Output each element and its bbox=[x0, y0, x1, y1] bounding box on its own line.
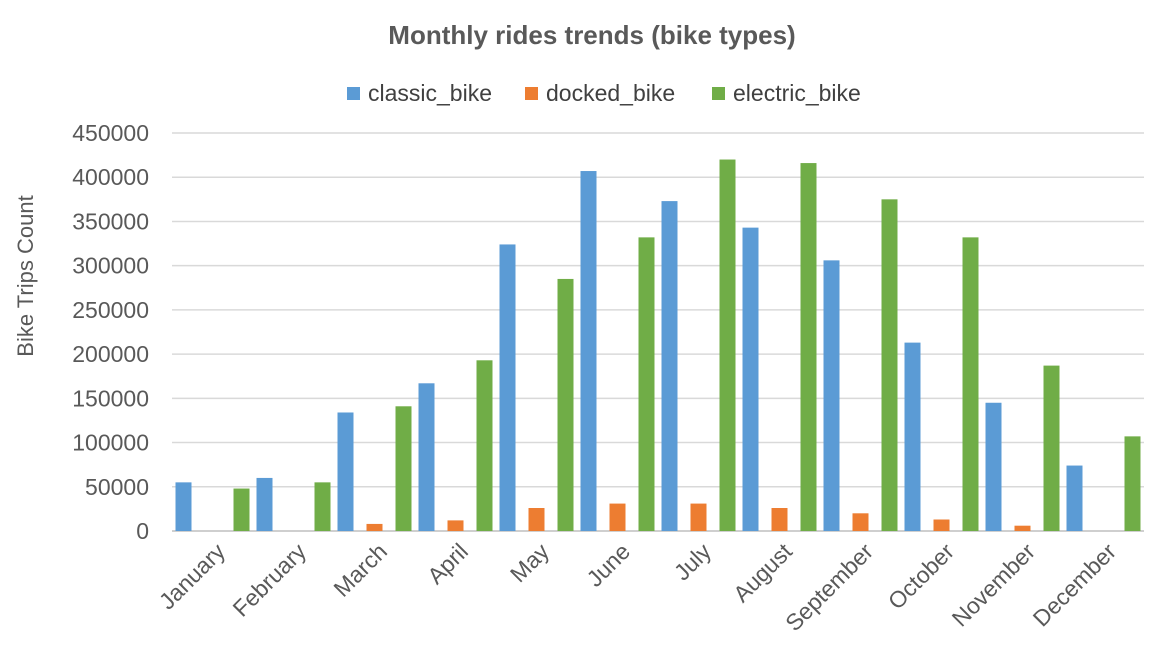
bar-electric_bike-june bbox=[638, 237, 655, 531]
legend-label-classic_bike: classic_bike bbox=[368, 80, 492, 106]
bar-docked_bike-august bbox=[771, 508, 788, 531]
bar-electric_bike-december bbox=[1124, 436, 1141, 531]
bar-classic_bike-march bbox=[337, 412, 354, 531]
bar-docked_bike-september bbox=[852, 513, 869, 531]
legend-swatch-docked_bike bbox=[525, 87, 538, 100]
bar-docked_bike-november bbox=[1014, 525, 1031, 531]
legend-swatch-electric_bike bbox=[712, 87, 725, 100]
chart-title: Monthly rides trends (bike types) bbox=[388, 20, 795, 50]
x-tick-label: March bbox=[328, 538, 392, 602]
x-tick-label: December bbox=[1028, 538, 1122, 632]
x-tick-label: June bbox=[581, 538, 635, 592]
y-tick-label: 350000 bbox=[72, 208, 149, 234]
bar-classic_bike-february bbox=[256, 477, 273, 531]
y-axis-ticks: 0 50000 100000 150000 200000 250000 300000 3500… bbox=[72, 120, 149, 544]
bar-classic_bike-june bbox=[580, 171, 597, 531]
y-tick-label: 150000 bbox=[72, 385, 149, 411]
legend: classic_bike docked_bike electric_bike bbox=[347, 80, 861, 106]
x-tick-label: April bbox=[422, 538, 473, 589]
legend-swatch-classic_bike bbox=[347, 87, 360, 100]
legend-label-electric_bike: electric_bike bbox=[733, 80, 861, 106]
bar-classic_bike-january bbox=[175, 482, 192, 531]
bar-docked_bike-october bbox=[933, 519, 950, 531]
bar-electric_bike-january bbox=[233, 488, 250, 531]
bar-docked_bike-june bbox=[609, 503, 626, 531]
bars bbox=[175, 159, 1141, 532]
x-tick-label: October bbox=[883, 538, 959, 614]
y-tick-label: 100000 bbox=[72, 430, 149, 456]
bar-docked_bike-july bbox=[690, 503, 707, 531]
bar-electric_bike-july bbox=[719, 159, 736, 532]
bar-electric_bike-february bbox=[314, 482, 331, 531]
y-tick-label: 50000 bbox=[85, 474, 149, 500]
x-tick-label: September bbox=[780, 538, 878, 636]
bar-electric_bike-march bbox=[395, 406, 412, 531]
bar-docked_bike-april bbox=[447, 520, 464, 531]
bar-electric_bike-may bbox=[557, 278, 574, 531]
bar-classic_bike-december bbox=[1066, 465, 1083, 531]
bar-electric_bike-october bbox=[962, 237, 979, 531]
bar-classic_bike-may bbox=[499, 244, 516, 531]
x-tick-label: May bbox=[505, 538, 554, 587]
bar-electric_bike-april bbox=[476, 360, 493, 531]
bar-electric_bike-august bbox=[800, 163, 817, 531]
x-tick-label: February bbox=[228, 538, 312, 622]
bar-classic_bike-august bbox=[742, 227, 759, 531]
y-tick-label: 250000 bbox=[72, 297, 149, 323]
bar-docked_bike-may bbox=[528, 508, 545, 531]
y-axis-title: Bike Trips Count bbox=[13, 195, 38, 356]
bar-classic_bike-september bbox=[823, 260, 840, 531]
gridlines bbox=[172, 132, 1144, 532]
x-tick-label: July bbox=[669, 538, 717, 586]
bar-electric_bike-september bbox=[881, 199, 898, 532]
x-tick-label: August bbox=[728, 538, 797, 607]
y-tick-label: 450000 bbox=[72, 120, 149, 146]
legend-label-docked_bike: docked_bike bbox=[546, 80, 675, 106]
x-tick-label: November bbox=[947, 538, 1041, 632]
y-tick-label: 300000 bbox=[72, 253, 149, 279]
bar-classic_bike-october bbox=[904, 342, 921, 531]
y-tick-label: 0 bbox=[136, 518, 149, 544]
bar-classic_bike-april bbox=[418, 383, 435, 531]
x-tick-label: January bbox=[154, 538, 231, 615]
bar-classic_bike-november bbox=[985, 402, 1002, 531]
bar-docked_bike-march bbox=[366, 523, 383, 531]
bar-classic_bike-july bbox=[661, 201, 678, 531]
bar-electric_bike-november bbox=[1043, 365, 1060, 531]
y-tick-label: 200000 bbox=[72, 341, 149, 367]
y-tick-label: 400000 bbox=[72, 164, 149, 190]
